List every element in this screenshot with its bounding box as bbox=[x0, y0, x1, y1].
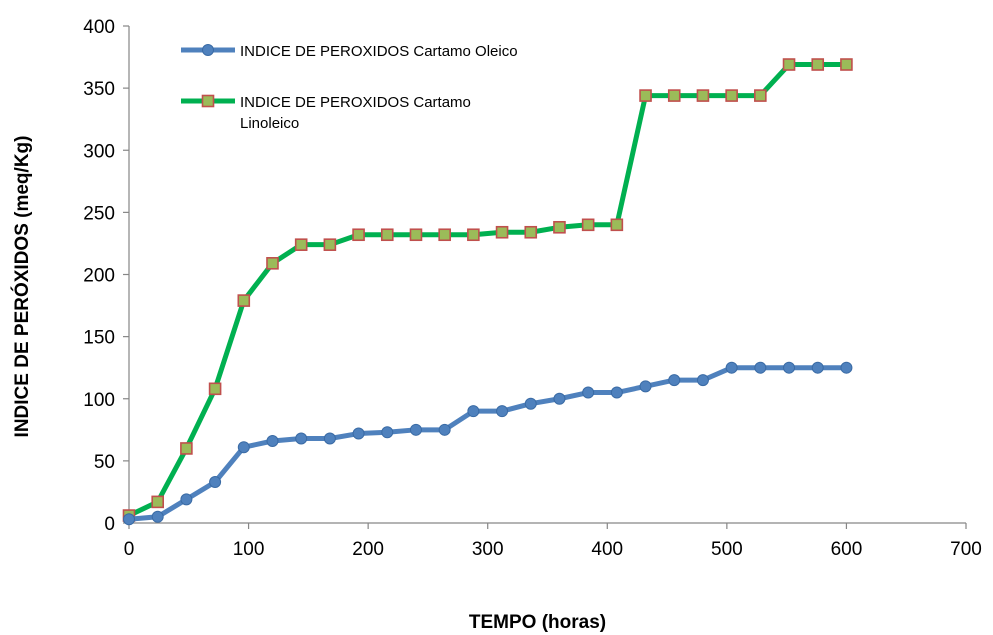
y-tick-label: 0 bbox=[104, 514, 115, 535]
legend-label: INDICE DE PEROXIDOS Cartamo Linoleico bbox=[240, 94, 471, 132]
data-point bbox=[323, 238, 337, 251]
data-point bbox=[811, 361, 824, 374]
legend: INDICE DE PEROXIDOS Cartamo Oleico INDICE… bbox=[181, 43, 518, 132]
data-point bbox=[582, 386, 595, 399]
x-tick-label: 200 bbox=[352, 539, 384, 560]
data-point bbox=[409, 423, 422, 436]
data-point bbox=[668, 374, 681, 387]
x-axis-title: TEMPO (horas) bbox=[469, 612, 606, 633]
data-point bbox=[352, 427, 365, 440]
y-ticks: 0 50 100 150 200 250 300 350 400 bbox=[83, 17, 129, 535]
x-tick-label: 600 bbox=[831, 539, 863, 560]
y-tick-label: 400 bbox=[83, 17, 115, 38]
data-point bbox=[811, 58, 825, 71]
x-ticks: 0 100 200 300 400 500 600 700 bbox=[124, 523, 982, 560]
data-point bbox=[496, 405, 509, 418]
data-point bbox=[696, 374, 709, 387]
data-point bbox=[553, 220, 566, 234]
data-point bbox=[524, 225, 538, 239]
data-point bbox=[553, 392, 566, 405]
series-linoleico bbox=[122, 58, 853, 522]
data-point bbox=[438, 423, 451, 436]
data-point bbox=[237, 294, 251, 307]
data-point bbox=[696, 89, 710, 102]
y-tick-label: 150 bbox=[83, 328, 115, 349]
data-point bbox=[381, 426, 394, 439]
data-point bbox=[467, 405, 480, 418]
x-tick-label: 700 bbox=[950, 539, 982, 560]
data-point bbox=[438, 228, 451, 242]
y-tick-label: 350 bbox=[83, 79, 115, 100]
legend-label-line: Linoleico bbox=[240, 115, 299, 132]
legend-entry: INDICE DE PEROXIDOS Cartamo Linoleico bbox=[181, 94, 471, 132]
data-point bbox=[323, 432, 336, 445]
legend-label-line: INDICE DE PEROXIDOS Cartamo Oleico bbox=[240, 43, 518, 60]
series-oleico bbox=[123, 361, 853, 526]
data-point bbox=[581, 218, 595, 232]
data-point bbox=[266, 257, 279, 270]
x-tick-label: 100 bbox=[233, 539, 265, 560]
x-tick-label: 500 bbox=[711, 539, 743, 560]
y-tick-label: 250 bbox=[83, 203, 115, 224]
legend-label-line: INDICE DE PEROXIDOS Cartamo bbox=[240, 94, 471, 111]
y-tick-label: 50 bbox=[94, 452, 115, 473]
data-point bbox=[237, 441, 250, 454]
data-point bbox=[209, 475, 222, 488]
x-tick-label: 400 bbox=[591, 539, 623, 560]
data-point bbox=[840, 361, 853, 374]
data-point bbox=[725, 89, 738, 102]
data-point bbox=[266, 434, 279, 447]
data-point bbox=[610, 386, 623, 399]
legend-marker bbox=[202, 44, 214, 56]
data-point bbox=[295, 432, 308, 445]
x-tick-label: 0 bbox=[124, 539, 135, 560]
series-layer bbox=[122, 58, 853, 526]
data-point bbox=[495, 225, 509, 239]
data-point bbox=[409, 228, 423, 242]
data-point bbox=[180, 442, 193, 455]
data-point bbox=[294, 238, 308, 251]
data-point bbox=[524, 397, 537, 410]
data-point bbox=[840, 58, 853, 71]
series-line bbox=[126, 62, 849, 519]
legend-label: INDICE DE PEROXIDOS Cartamo Oleico bbox=[240, 43, 518, 60]
data-point bbox=[467, 228, 480, 242]
data-point bbox=[151, 495, 164, 509]
data-point bbox=[782, 58, 796, 71]
data-point bbox=[754, 361, 767, 374]
x-tick-label: 300 bbox=[472, 539, 504, 560]
legend-entry: INDICE DE PEROXIDOS Cartamo Oleico bbox=[181, 43, 518, 60]
data-point bbox=[639, 380, 652, 393]
y-tick-label: 100 bbox=[83, 390, 115, 411]
data-point bbox=[380, 228, 394, 242]
data-point bbox=[610, 218, 624, 232]
series-line bbox=[126, 365, 849, 522]
y-axis-title: INDICE DE PERÓXIDOS (meq/Kg) bbox=[11, 136, 33, 438]
data-point bbox=[639, 89, 652, 102]
y-tick-label: 300 bbox=[83, 141, 115, 162]
data-point bbox=[352, 228, 365, 242]
data-point bbox=[208, 382, 222, 396]
legend-marker bbox=[201, 94, 215, 108]
data-point bbox=[151, 510, 164, 523]
data-point bbox=[667, 89, 681, 102]
data-point bbox=[123, 513, 135, 526]
y-tick-label: 200 bbox=[83, 266, 115, 287]
data-point bbox=[180, 493, 193, 506]
data-point bbox=[783, 361, 796, 374]
data-point bbox=[725, 361, 738, 374]
data-point bbox=[754, 89, 767, 102]
